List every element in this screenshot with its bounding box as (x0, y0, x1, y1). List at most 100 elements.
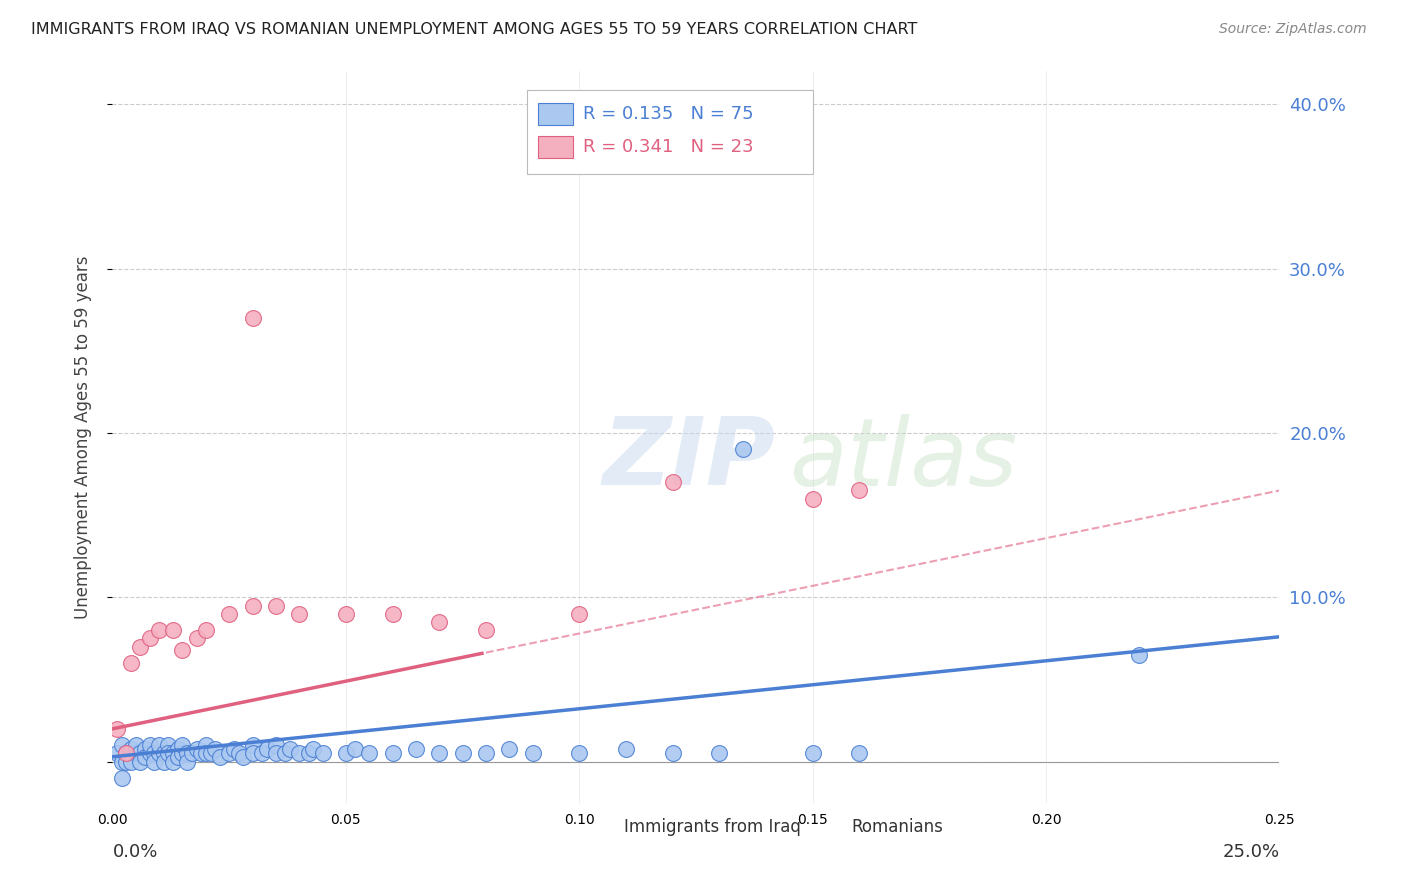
FancyBboxPatch shape (527, 90, 813, 174)
Point (232, 749, 254, 764)
Point (568, 607, 591, 621)
Point (129, 747, 152, 761)
Point (166, 741, 188, 756)
Bar (579, 817, 614, 836)
Point (153, 747, 176, 761)
Point (129, 640, 152, 654)
Point (709, 747, 731, 761)
Point (120, 656, 142, 670)
Text: 0.0%: 0.0% (112, 843, 157, 861)
Point (162, 624, 184, 638)
Point (200, 747, 222, 761)
Point (157, 739, 180, 753)
Point (264, 739, 287, 753)
Bar (807, 817, 842, 836)
Point (498, 741, 520, 756)
Text: Immigrants from Iraq: Immigrants from Iraq (624, 818, 800, 836)
Point (115, 747, 138, 761)
Point (105, 747, 128, 761)
Point (801, 491, 824, 506)
Text: atlas: atlas (789, 414, 1018, 505)
Point (172, 747, 194, 761)
Point (105, 722, 128, 736)
Point (475, 747, 498, 761)
Point (335, 607, 357, 621)
Point (162, 747, 184, 761)
Point (148, 624, 170, 638)
Point (134, 741, 156, 756)
Point (139, 747, 162, 761)
Point (288, 747, 311, 761)
Point (242, 747, 264, 761)
Point (335, 747, 357, 761)
Point (172, 643, 194, 657)
Point (186, 632, 208, 646)
Point (427, 615, 450, 629)
Text: 25.0%: 25.0% (1222, 843, 1279, 861)
Point (278, 741, 301, 756)
Point (848, 747, 870, 761)
Point (614, 741, 637, 756)
Point (129, 755, 152, 769)
Point (568, 747, 591, 761)
Point (120, 741, 142, 756)
Point (125, 747, 148, 761)
Point (1128, 648, 1150, 662)
Point (194, 739, 217, 753)
Point (166, 749, 188, 764)
Point (208, 749, 231, 764)
Point (242, 599, 264, 613)
Text: IMMIGRANTS FROM IRAQ VS ROMANIAN UNEMPLOYMENT AMONG AGES 55 TO 59 YEARS CORRELAT: IMMIGRANTS FROM IRAQ VS ROMANIAN UNEMPLO… (31, 22, 917, 37)
Y-axis label: Unemployment Among Ages 55 to 59 years: Unemployment Among Ages 55 to 59 years (73, 255, 91, 619)
Point (264, 599, 287, 613)
Point (381, 607, 404, 621)
Point (172, 739, 194, 753)
Point (427, 747, 450, 761)
Text: Romanians: Romanians (851, 818, 943, 836)
Point (381, 747, 404, 761)
Bar (538, 136, 574, 158)
Point (302, 741, 325, 756)
Point (475, 624, 498, 638)
Point (162, 755, 184, 769)
Point (288, 607, 311, 621)
Point (311, 747, 333, 761)
Point (139, 739, 162, 753)
Point (125, 739, 148, 753)
Point (218, 607, 240, 621)
Point (451, 747, 474, 761)
Point (801, 747, 824, 761)
Text: Source: ZipAtlas.com: Source: ZipAtlas.com (1219, 22, 1367, 37)
Point (250, 747, 273, 761)
Text: ZIP: ZIP (603, 413, 776, 505)
Point (148, 747, 170, 761)
Text: R = 0.341   N = 23: R = 0.341 N = 23 (582, 137, 754, 156)
Text: R = 0.135   N = 75: R = 0.135 N = 75 (582, 104, 754, 123)
Point (522, 747, 544, 761)
Point (731, 442, 754, 457)
Point (157, 747, 180, 761)
Point (661, 747, 683, 761)
Point (661, 475, 683, 490)
Point (297, 747, 319, 761)
Point (190, 747, 212, 761)
Point (115, 747, 138, 761)
Point (115, 755, 138, 769)
Point (228, 747, 250, 761)
Point (176, 747, 198, 761)
Point (194, 624, 217, 638)
Point (264, 747, 287, 761)
Point (180, 747, 202, 761)
Point (148, 739, 170, 753)
Point (848, 483, 870, 498)
Point (143, 747, 166, 761)
Point (111, 755, 134, 769)
Point (139, 632, 162, 646)
Bar (538, 103, 574, 125)
Point (186, 741, 208, 756)
Point (143, 755, 166, 769)
Point (222, 741, 245, 756)
Point (242, 739, 264, 753)
Point (194, 747, 217, 761)
Point (218, 747, 240, 761)
